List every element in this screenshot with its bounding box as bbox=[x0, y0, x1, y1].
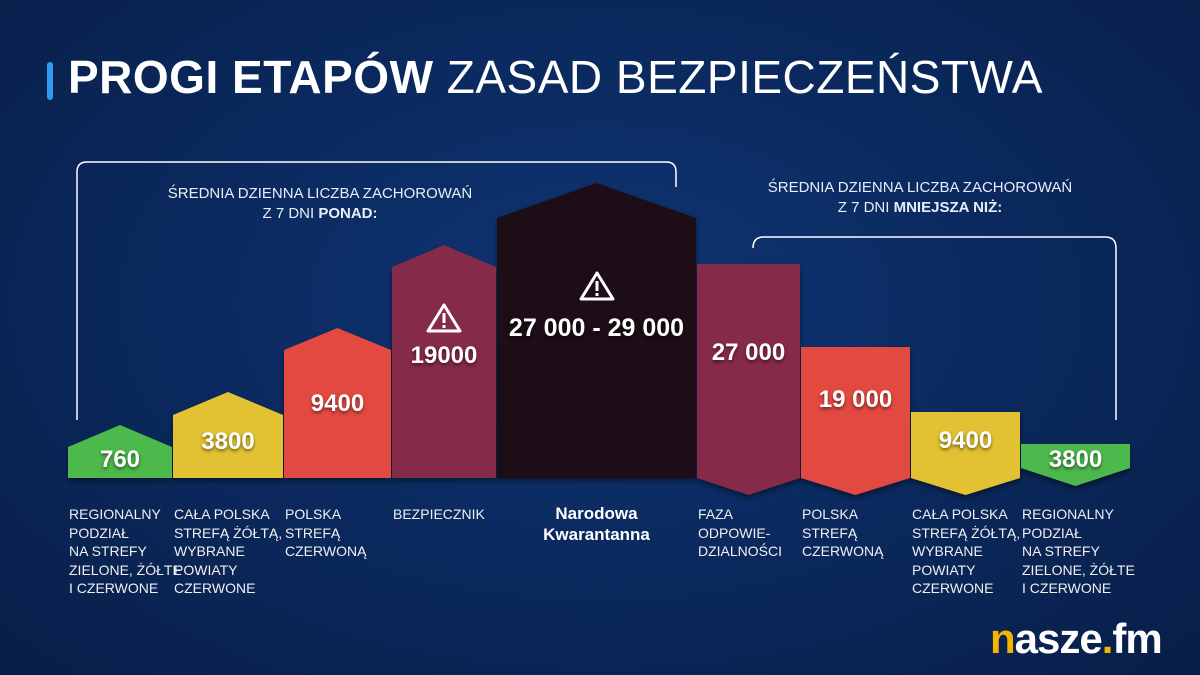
stage-label-line: Cała Polska bbox=[174, 506, 270, 522]
stage-label-line: czerwone bbox=[912, 580, 994, 596]
stage-label-line: podział bbox=[69, 524, 129, 541]
stage-bar-4 bbox=[392, 245, 496, 478]
logo-dot: . bbox=[1101, 615, 1114, 662]
stage-value: 27 000 bbox=[711, 339, 786, 366]
warning-icon bbox=[497, 270, 696, 309]
stage-value: 9400 bbox=[938, 427, 993, 454]
logo-n: n bbox=[990, 615, 1016, 662]
stage-label-line: na strefy bbox=[1022, 543, 1100, 559]
stage-value: 19 000 bbox=[818, 386, 893, 413]
logo-fm: fm bbox=[1112, 615, 1162, 662]
title-bold: PROGI ETAPÓW bbox=[68, 51, 434, 103]
title-light: ZASAD BEZPIECZEŃSTWA bbox=[446, 51, 1043, 103]
stage-label-line: Faza bbox=[698, 506, 734, 522]
stage-label: Regionalny podział na strefy zielone, żółte… bbox=[1022, 505, 1151, 598]
logo-rest: asze bbox=[1014, 615, 1103, 662]
nasze-fm-logo: nasze.fm bbox=[990, 615, 1163, 663]
stage-label: Bezpiecznik bbox=[393, 505, 517, 524]
stage-label-line: Cała Polska bbox=[912, 506, 1008, 522]
stage-label-line: i czerwone bbox=[69, 580, 159, 596]
left-note-line1: ŚREDNIA DZIENNA LICZBA ZACHOROWAŃ bbox=[167, 185, 473, 202]
right-note-line2: Z 7 DNI bbox=[837, 199, 890, 216]
stage-bar-1 bbox=[68, 425, 172, 478]
stage-label-line: Regionalny bbox=[69, 506, 161, 522]
stage-label-line: wybrane bbox=[174, 543, 245, 559]
right-note-line1: ŚREDNIA DZIENNA LICZBA ZACHOROWAŃ bbox=[767, 179, 1073, 196]
stage-label: Cała Polska strefą żółtą, wybrane powiaty cz… bbox=[174, 505, 304, 598]
stage-bar-9 bbox=[1021, 444, 1130, 486]
stage-label-line: Regionalny bbox=[1022, 506, 1114, 522]
stage-bar-2 bbox=[173, 392, 283, 478]
left-note-line2: Z 7 DNI bbox=[262, 205, 315, 222]
stage-bar-5 bbox=[497, 183, 696, 478]
title-accent-bar bbox=[47, 62, 53, 100]
stage-label-line: strefą bbox=[802, 524, 858, 541]
stage-label-line: podział bbox=[1022, 524, 1082, 541]
stage-label-line: Narodowa bbox=[555, 504, 638, 523]
right-bracket bbox=[752, 236, 1117, 420]
stage-bars bbox=[68, 183, 1130, 495]
stage-label: Cała Polska strefą żółtą, wybrane powiaty cz… bbox=[912, 505, 1041, 598]
stage-label-line: zielone, żółte bbox=[1022, 561, 1135, 578]
stage-value: 19000 bbox=[410, 342, 478, 369]
stage-bar-7 bbox=[801, 347, 910, 495]
left-bracket bbox=[76, 161, 677, 420]
stage-label-line: strefą bbox=[285, 524, 341, 541]
stage-label-line: czerwone bbox=[174, 580, 256, 596]
stage-label-line: wybrane bbox=[912, 543, 983, 559]
stage-value: 9400 bbox=[310, 390, 365, 417]
warning-icon bbox=[392, 302, 496, 341]
stage-label-line: Bezpiecznik bbox=[393, 506, 485, 522]
stage-label-line: dzialności bbox=[698, 543, 783, 559]
stage-label-line: i czerwone bbox=[1022, 580, 1112, 596]
stage-label-line: zielone, żółte bbox=[69, 561, 182, 578]
stage-label-line: czerwoną bbox=[802, 543, 884, 559]
stage-label-line: Kwarantanna bbox=[543, 525, 650, 544]
stage-label-line: Polska bbox=[802, 506, 859, 522]
right-note: ŚREDNIA DZIENNA LICZBA ZACHOROWAŃ Z 7 DN… bbox=[710, 178, 1130, 218]
stage-label-line: strefą żółtą, bbox=[174, 524, 283, 541]
stage-value: 3800 bbox=[201, 428, 255, 455]
stage-label-line: czerwoną bbox=[285, 543, 367, 559]
left-note-emph: PONAD: bbox=[318, 205, 378, 222]
stage-label: Narodowa Kwarantanna bbox=[497, 503, 696, 545]
left-note: ŚREDNIA DZIENNA LICZBA ZACHOROWAŃ Z 7 DN… bbox=[110, 184, 530, 224]
stage-bar-8 bbox=[911, 412, 1020, 495]
stage-label-line: odpowie- bbox=[698, 524, 771, 541]
stage-label: Polska strefą czerwoną bbox=[285, 505, 412, 561]
stage-label: Faza odpowie-dzialności bbox=[698, 505, 821, 561]
stage-label-line: Polska bbox=[285, 506, 342, 522]
stage-label: Polska strefą czerwoną bbox=[802, 505, 931, 561]
stage-bar-3 bbox=[284, 328, 391, 478]
stage-label-line: powiaty bbox=[174, 561, 238, 578]
right-note-emph: MNIEJSZA NIŻ: bbox=[893, 199, 1003, 216]
stage-label-line: powiaty bbox=[912, 561, 976, 578]
stage-label-line: strefą żółtą, bbox=[912, 524, 1021, 541]
stage-value: 760 bbox=[99, 446, 141, 473]
stage-value: 3800 bbox=[1048, 446, 1103, 473]
stage-label: Regionalny podział na strefy zielone, żółte… bbox=[69, 505, 193, 598]
page-title: PROGI ETAPÓW ZASAD BEZPIECZEŃSTWA bbox=[68, 50, 1043, 104]
stage-value: 27 000 - 29 000 bbox=[508, 314, 685, 342]
stage-label-line: na strefy bbox=[69, 543, 147, 559]
stage-bar-6 bbox=[697, 264, 800, 495]
